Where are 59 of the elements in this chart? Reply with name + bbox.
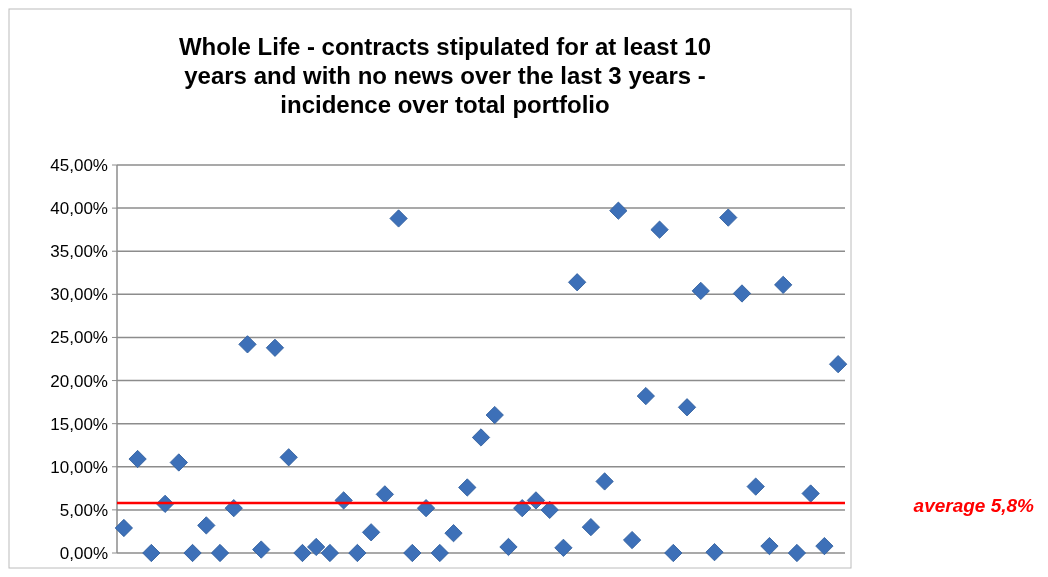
point — [142, 543, 161, 563]
point — [677, 398, 697, 417]
point — [774, 275, 793, 294]
y-tick-label: 5,00% — [59, 500, 108, 520]
point — [252, 540, 271, 559]
point — [787, 543, 806, 563]
point — [362, 523, 381, 542]
point — [375, 485, 394, 504]
y-tick-label: 10,00% — [50, 457, 108, 477]
point — [114, 518, 133, 538]
point — [815, 537, 834, 556]
point — [430, 543, 449, 563]
point — [169, 453, 188, 472]
y-tick-label: 25,00% — [50, 328, 108, 348]
y-tick-label: 20,00% — [50, 371, 108, 391]
point — [623, 531, 642, 550]
point — [664, 543, 683, 563]
y-tick-label: 15,00% — [50, 414, 108, 434]
point — [458, 478, 477, 497]
point — [265, 338, 285, 357]
point — [485, 405, 504, 425]
point — [238, 335, 257, 354]
point — [128, 449, 147, 469]
point — [650, 220, 669, 239]
chart-title: Whole Life - contracts stipulated for at least 10 years and with no news over the last 3 years - incidence over total portfolio — [178, 33, 712, 118]
point — [829, 355, 848, 374]
point — [595, 472, 614, 491]
y-tick-label: 45,00% — [50, 155, 108, 175]
point — [705, 543, 724, 562]
point — [210, 543, 230, 563]
point — [719, 208, 738, 227]
point — [471, 428, 491, 447]
point — [183, 543, 202, 563]
point — [293, 543, 312, 563]
point — [348, 543, 367, 563]
point — [554, 538, 573, 557]
point — [691, 281, 710, 300]
point — [732, 284, 752, 303]
point — [568, 273, 587, 292]
point — [609, 201, 628, 220]
point — [746, 477, 765, 496]
point — [540, 500, 559, 519]
point — [801, 484, 820, 503]
point — [636, 387, 655, 406]
y-tick-label: 30,00% — [50, 285, 108, 305]
point — [444, 524, 463, 543]
y-tick-label: 40,00% — [50, 199, 108, 219]
point — [403, 543, 422, 563]
y-tick-label: 35,00% — [50, 242, 108, 262]
point — [760, 537, 779, 556]
point — [279, 448, 298, 467]
y-tick-label: 0,00% — [59, 543, 108, 563]
point — [389, 209, 408, 228]
point — [197, 516, 216, 535]
point — [499, 537, 518, 557]
point — [581, 518, 600, 537]
point — [307, 537, 326, 557]
ref-line-label: average 5,8% — [913, 494, 1035, 516]
point — [320, 543, 339, 563]
